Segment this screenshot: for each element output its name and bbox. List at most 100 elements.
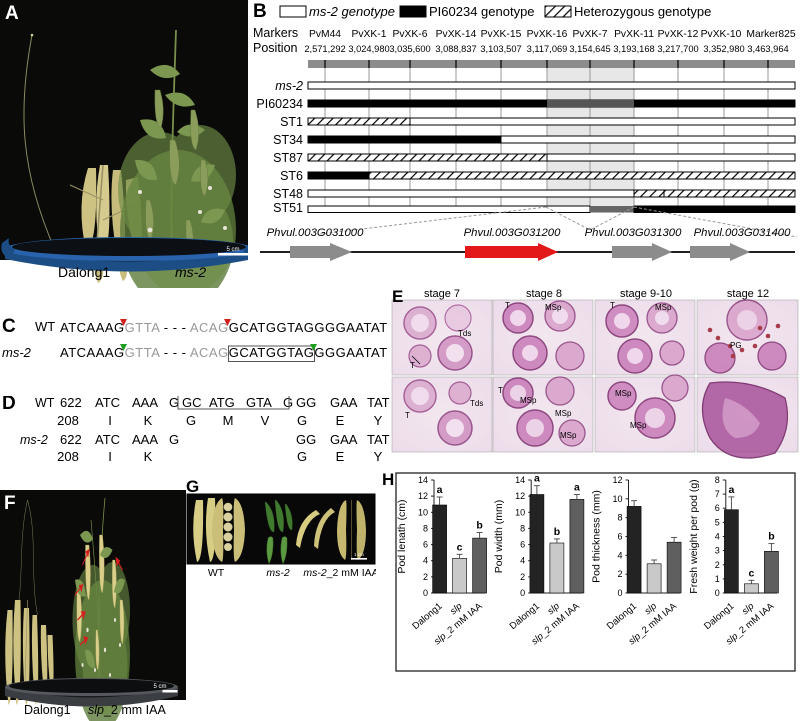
svg-text:G: G: [186, 413, 196, 428]
svg-text:MSp: MSp: [630, 421, 647, 430]
svg-text:E: E: [336, 413, 345, 428]
svg-text:F: F: [4, 493, 16, 514]
svg-text:Markers: Markers: [253, 26, 298, 40]
svg-text:3,103,507: 3,103,507: [480, 44, 521, 54]
svg-text:PvXK-7: PvXK-7: [573, 29, 608, 40]
svg-text:Dalong1: Dalong1: [605, 601, 639, 632]
svg-text:M: M: [223, 413, 234, 428]
svg-text:c: c: [457, 541, 463, 553]
svg-text:T: T: [405, 411, 410, 420]
svg-text:Pod width (mm): Pod width (mm): [493, 500, 505, 574]
svg-text:D: D: [2, 396, 16, 414]
svg-text:Dalong1: Dalong1: [410, 601, 444, 632]
svg-text:ST48: ST48: [273, 187, 303, 201]
svg-text:ATCAAAGGTTA - - - ACAGGCATGGTA: ATCAAAGGTTA - - - ACAGGCATGGTAGGGGAATAT: [60, 320, 388, 335]
svg-text:ms-2_2 mM IAA: ms-2_2 mM IAA: [303, 567, 376, 579]
svg-text:a: a: [574, 482, 580, 494]
svg-text:2,571,292: 2,571,292: [304, 44, 345, 54]
svg-text:ST6: ST6: [280, 169, 303, 183]
svg-text:6: 6: [520, 540, 525, 550]
svg-text:MSp: MSp: [545, 303, 562, 312]
svg-text:Tds: Tds: [458, 329, 471, 338]
svg-text:PvXK-12: PvXK-12: [658, 29, 699, 40]
svg-text:8: 8: [520, 523, 525, 533]
svg-text:3,217,700: 3,217,700: [657, 44, 698, 54]
svg-text:2: 2: [617, 569, 622, 579]
svg-text:b: b: [554, 526, 560, 538]
svg-text:8: 8: [617, 513, 622, 523]
svg-text:7: 7: [715, 489, 720, 499]
svg-text:0: 0: [520, 588, 525, 598]
svg-text:6: 6: [715, 503, 720, 513]
svg-text:E: E: [392, 288, 403, 306]
svg-text:3,463,964: 3,463,964: [747, 44, 788, 54]
svg-text:WT: WT: [208, 567, 225, 579]
svg-text:14: 14: [515, 475, 525, 485]
svg-text:0: 0: [617, 588, 622, 598]
svg-text:GC: GC: [182, 396, 202, 410]
svg-text:G: G: [297, 413, 307, 428]
svg-text:MSp: MSp: [655, 303, 672, 312]
svg-text:2: 2: [520, 572, 525, 582]
svg-text:ATCAAAGGTTA - - - ACAGGCATGGTA: ATCAAAGGTTA - - - ACAGGCATGGTAGGGGAATAT: [60, 345, 388, 360]
svg-text:ATG: ATG: [209, 396, 235, 410]
svg-text:T: T: [505, 301, 510, 310]
svg-text:8: 8: [715, 475, 720, 485]
svg-text:AAA: AAA: [132, 432, 158, 447]
svg-text:PvXK-1: PvXK-1: [352, 29, 387, 40]
svg-text:PvXK-6: PvXK-6: [393, 29, 428, 40]
svg-text:Marker825: Marker825: [746, 29, 795, 40]
svg-text:8: 8: [423, 523, 428, 533]
svg-text:b: b: [768, 531, 774, 543]
svg-text:12: 12: [612, 475, 622, 485]
svg-text:PG: PG: [730, 341, 742, 350]
svg-text:Phvul.003G031200: Phvul.003G031200: [464, 227, 561, 239]
svg-text:3,154,645: 3,154,645: [569, 44, 610, 54]
svg-text:GAA: GAA: [330, 396, 358, 410]
svg-text:Tds: Tds: [470, 399, 483, 408]
svg-text:PI60234 genotype: PI60234 genotype: [429, 4, 535, 19]
svg-text:10: 10: [515, 507, 525, 517]
svg-text:ST34: ST34: [273, 133, 303, 147]
svg-text:PvXK-16: PvXK-16: [527, 29, 568, 40]
svg-text:WT: WT: [35, 396, 55, 410]
svg-text:622: 622: [60, 396, 82, 410]
svg-text:4: 4: [423, 556, 428, 566]
svg-text:ms-2: ms-2: [20, 433, 48, 447]
svg-text:I: I: [108, 449, 112, 464]
svg-text:E: E: [336, 449, 345, 464]
svg-text:GAA: GAA: [330, 432, 358, 447]
svg-text:3,193,168: 3,193,168: [613, 44, 654, 54]
svg-text:12: 12: [418, 491, 428, 501]
svg-text:C: C: [2, 316, 16, 337]
svg-text:Dalong1: Dalong1: [702, 601, 736, 632]
svg-text:I: I: [108, 413, 112, 428]
svg-text:ms-2: ms-2: [275, 79, 303, 93]
svg-text:ms-2: ms-2: [2, 345, 32, 360]
svg-text:Dalong1: Dalong1: [508, 601, 542, 632]
svg-text:2: 2: [423, 572, 428, 582]
svg-text:G: G: [283, 396, 293, 410]
svg-text:G: G: [169, 432, 179, 447]
svg-text:GG: GG: [296, 396, 316, 410]
svg-text:T: T: [498, 386, 503, 395]
svg-text:stage 7: stage 7: [424, 288, 460, 300]
svg-text:1: 1: [715, 574, 720, 584]
svg-text:a: a: [534, 473, 540, 485]
svg-text:2: 2: [715, 560, 720, 570]
svg-text:Phvul.003G031400: Phvul.003G031400: [694, 227, 791, 239]
svg-text:3,352,980: 3,352,980: [703, 44, 744, 54]
svg-text:Dalong1: Dalong1: [24, 703, 71, 717]
svg-text:Pod thickness (mm): Pod thickness (mm): [591, 490, 603, 583]
svg-text:slp_2 mm IAA: slp_2 mm IAA: [88, 703, 166, 717]
svg-text:T: T: [410, 361, 415, 370]
svg-text:208: 208: [57, 413, 79, 428]
svg-text:MSp: MSp: [615, 389, 632, 398]
svg-text:ATC: ATC: [95, 396, 120, 410]
svg-text:Position: Position: [253, 41, 298, 55]
svg-text:6: 6: [617, 532, 622, 542]
svg-text:3: 3: [715, 546, 720, 556]
svg-text:0: 0: [423, 588, 428, 598]
svg-text:ST1: ST1: [280, 115, 303, 129]
svg-text:B: B: [253, 1, 267, 22]
